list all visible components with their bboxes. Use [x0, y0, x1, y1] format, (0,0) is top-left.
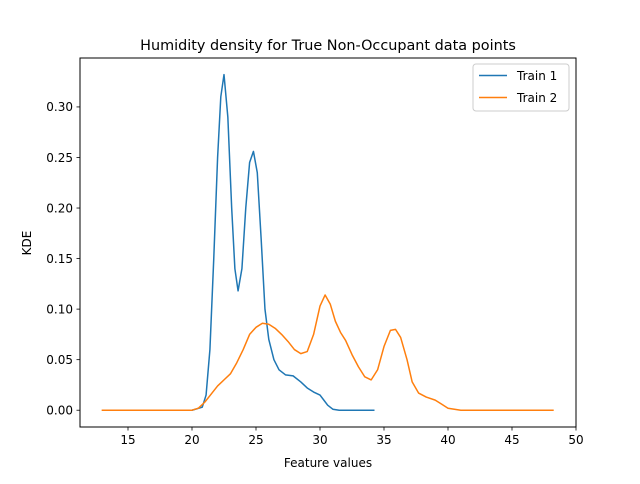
- chart-title: Humidity density for True Non-Occupant d…: [140, 38, 516, 54]
- x-axis: 15 20 25 30 35 40 45 50: [120, 427, 584, 447]
- legend-label-train-2: Train 2: [516, 91, 557, 105]
- x-tick-label: 35: [376, 433, 391, 447]
- legend-label-train-1: Train 1: [516, 69, 557, 83]
- x-tick-label: 30: [312, 433, 327, 447]
- x-tick-label: 15: [120, 433, 135, 447]
- plot-area-frame: [79, 57, 577, 428]
- x-axis-label: Feature values: [284, 456, 372, 470]
- series-line-2: [101, 294, 554, 411]
- y-tick-label: 0.15: [46, 252, 73, 266]
- y-tick-label: 0.00: [46, 404, 73, 418]
- x-tick-label: 40: [440, 433, 455, 447]
- x-tick-label: 25: [248, 433, 263, 447]
- y-axis-label: KDE: [20, 231, 34, 256]
- y-tick-label: 0.05: [46, 353, 73, 367]
- y-tick-label: 0.10: [46, 302, 73, 316]
- x-tick-label: 45: [504, 433, 519, 447]
- y-axis: 0.00 0.05 0.10 0.15 0.20 0.25 0.30: [46, 100, 80, 418]
- legend: Train 1 Train 2: [472, 63, 570, 112]
- x-tick-label: 20: [184, 433, 199, 447]
- x-tick-label: 50: [568, 433, 583, 447]
- y-tick-label: 0.20: [46, 201, 73, 215]
- series-line-1: [165, 73, 375, 411]
- y-tick-label: 0.30: [46, 100, 73, 114]
- y-tick-label: 0.25: [46, 151, 73, 165]
- series-layer: [101, 73, 554, 411]
